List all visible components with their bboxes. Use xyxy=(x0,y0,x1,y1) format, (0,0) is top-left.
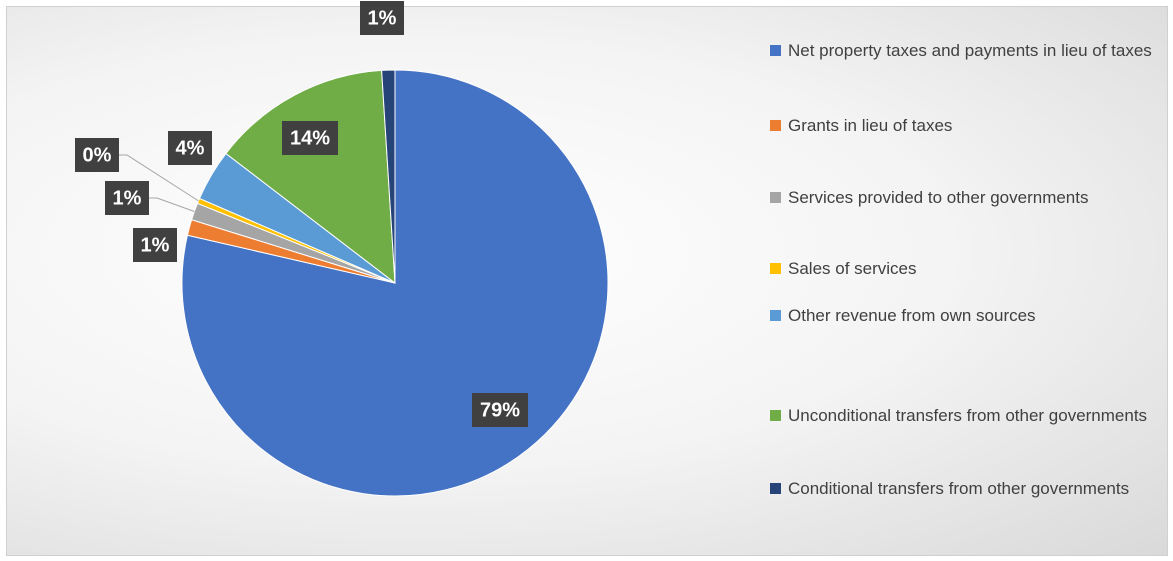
legend-swatch xyxy=(770,120,781,131)
legend-item: Sales of services xyxy=(770,256,1158,281)
data-label-box xyxy=(105,181,149,215)
data-label: 1% xyxy=(113,187,142,209)
data-label-box xyxy=(168,131,212,165)
legend-label: Sales of services xyxy=(788,259,917,278)
legend-label: Conditional transfers from other governm… xyxy=(788,479,1130,498)
data-label: 4% xyxy=(176,137,205,159)
data-label-box xyxy=(472,393,528,427)
legend-swatch xyxy=(770,45,781,56)
data-label-box xyxy=(133,228,177,262)
legend-item: Unconditional transfers from other gover… xyxy=(770,403,1158,428)
leader-line xyxy=(117,154,199,202)
data-label: 1% xyxy=(368,7,397,29)
data-label: 14% xyxy=(290,127,330,149)
legend-swatch xyxy=(770,192,781,203)
pie-slice xyxy=(225,69,396,285)
legend-label: Unconditional transfers from other gover… xyxy=(788,406,1148,425)
legend-item: Other revenue from own sources xyxy=(770,303,1158,328)
legend-swatch xyxy=(770,263,781,274)
pie-slice xyxy=(181,69,609,497)
legend-swatch xyxy=(770,483,781,494)
data-label-box xyxy=(75,138,119,172)
data-label: 1% xyxy=(141,234,170,256)
pie-slice xyxy=(381,69,396,284)
legend-label: Other revenue from own sources xyxy=(788,306,1036,325)
legend-label: Grants in lieu of taxes xyxy=(788,116,953,135)
legend-label: Services provided to other governments xyxy=(788,188,1089,207)
legend-label: Net property taxes and payments in lieu … xyxy=(788,41,1152,60)
legend-item: Services provided to other governments xyxy=(770,185,1158,210)
legend-item: Grants in lieu of taxes xyxy=(770,113,1158,138)
legend-swatch xyxy=(770,410,781,421)
data-label-box xyxy=(360,1,404,35)
legend-item: Net property taxes and payments in lieu … xyxy=(770,38,1158,63)
legend-item: Conditional transfers from other governm… xyxy=(770,476,1158,501)
leader-line xyxy=(147,197,195,212)
data-label-box xyxy=(282,121,338,155)
data-label: 0% xyxy=(83,144,112,166)
data-label: 79% xyxy=(480,399,520,421)
legend-swatch xyxy=(770,310,781,321)
